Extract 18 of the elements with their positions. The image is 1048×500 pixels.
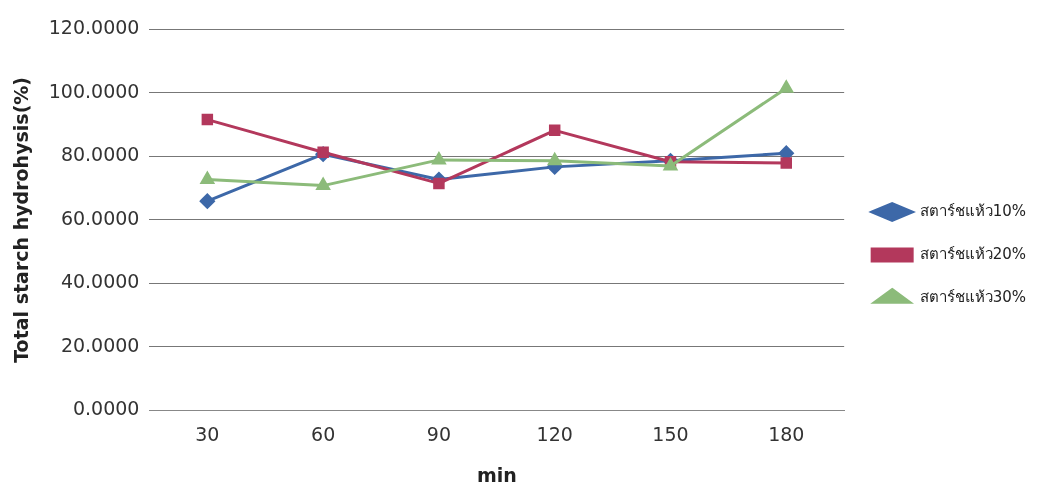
y-tick-label: 20.0000 (60, 333, 140, 356)
y-tick-label: 100.0000 (48, 79, 140, 102)
x-tick-label: 90 (426, 422, 452, 445)
x-tick-label: 30 (195, 422, 220, 445)
y-tick-label: 80.0000 (60, 143, 140, 166)
y-tick-label: 120.0000 (48, 16, 140, 39)
legend-label: สตาร์ชแห้ว20% (919, 244, 1026, 263)
x-tick-label: 120 (536, 422, 573, 445)
y-tick-label: 0.0000 (72, 397, 140, 420)
x-tick-label: 60 (311, 422, 336, 445)
x-tick-label: 180 (768, 422, 805, 445)
y-tick-label: 40.0000 (60, 270, 140, 293)
legend-label: สตาร์ชแห้ว30% (919, 287, 1026, 306)
y-axis-title: Total starch hydrohysis(%) (10, 76, 33, 363)
x-tick-label: 150 (652, 422, 689, 445)
y-tick-label: 60.0000 (60, 206, 140, 229)
x-axis-title: min (476, 463, 517, 486)
legend-label: สตาร์ชแห้ว10% (919, 201, 1026, 220)
